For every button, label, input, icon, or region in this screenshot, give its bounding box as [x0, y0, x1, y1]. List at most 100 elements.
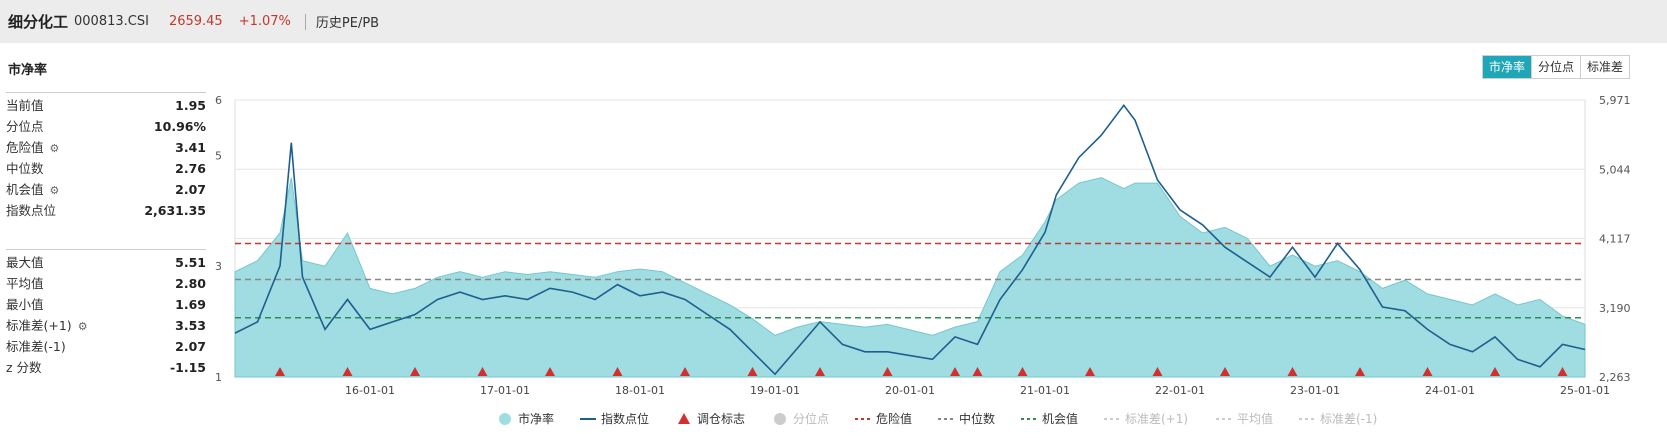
stat-label: 最大值: [6, 255, 44, 270]
index-line: [234, 103, 1586, 376]
stat-value: 2.80: [175, 276, 206, 291]
rebalance-marker: [1017, 367, 1028, 376]
stat-value: 1.95: [175, 98, 206, 113]
stats-top-panel: 当前值 1.95 分位点 10.96% 危险值 ⚙ 3.41 中位数 2.76 机会值 ⚙ 2…: [6, 92, 206, 221]
stat-value: 2.07: [175, 339, 206, 354]
history-pe-pb-link[interactable]: 历史PE/PB: [315, 16, 380, 31]
rebalance-marker: [612, 367, 623, 376]
stat-value: 3.41: [175, 140, 206, 155]
header-bar: 细分化工 000813.CSI 2659.45 +1.07% 历史PE/PB: [0, 0, 1667, 43]
stat-label: 机会值 ⚙: [6, 179, 59, 201]
stat-label: 中位数: [6, 161, 44, 176]
rebalance-marker: [1152, 367, 1163, 376]
rebalance-marker: [545, 367, 555, 376]
rebalance-marker: [680, 367, 690, 376]
x-tick: 21-01-01: [1020, 384, 1070, 397]
rebalance-marker: [1287, 367, 1298, 376]
stat-label: 标准差(+1) ⚙: [6, 315, 88, 337]
tab-pb[interactable]: 市净率: [1483, 56, 1532, 78]
x-tick: 25-01-01: [1560, 384, 1610, 397]
legend-label: 指数点位: [601, 411, 649, 426]
stat-row: 平均值 2.80: [6, 273, 206, 294]
rebalance-marker: [342, 367, 353, 376]
stats-divider: [6, 249, 206, 250]
index-change: +1.07%: [238, 14, 291, 29]
stat-label: 标准差(-1): [6, 339, 66, 354]
tab-stddev[interactable]: 标准差: [1580, 56, 1630, 78]
gear-icon[interactable]: ⚙: [49, 142, 60, 155]
legend-label: 标准差(-1): [1320, 412, 1377, 426]
index-price: 2659.45: [168, 14, 223, 29]
y-tick-left: 6: [215, 94, 222, 107]
tab-percentile[interactable]: 分位点: [1531, 56, 1581, 78]
pb-area: [234, 177, 1586, 378]
stat-value: 2.76: [175, 161, 206, 176]
rebalance-marker: [410, 367, 420, 376]
legend-marker: [678, 413, 690, 424]
legend-label: 中位数: [959, 411, 995, 426]
legend-label: 调仓标志: [697, 412, 745, 426]
index-name: 细分化工: [8, 13, 69, 31]
rebalance-marker: [972, 367, 983, 376]
stat-label-text: 危险值: [6, 140, 44, 155]
legend-marker: [499, 413, 511, 425]
index-code: 000813.CSI: [74, 14, 149, 29]
stat-row: 最大值 5.51: [6, 252, 206, 273]
x-tick: 23-01-01: [1290, 384, 1340, 397]
y-tick-right: 4,117: [1599, 233, 1631, 246]
rebalance-marker: [815, 367, 825, 376]
x-tick: 17-01-01: [480, 384, 530, 397]
stat-value: -1.15: [169, 360, 206, 375]
stat-value: 1.69: [175, 297, 206, 312]
rebalance-marker: [950, 367, 960, 376]
rebalance-marker: [747, 367, 758, 376]
rebalance-marker: [882, 367, 893, 376]
stat-row: 最小值 1.69: [6, 294, 206, 315]
y-tick-left: 3: [215, 260, 222, 273]
legend-label: 分位点: [793, 411, 829, 426]
legend-label: 市净率: [518, 411, 554, 426]
gear-icon[interactable]: ⚙: [49, 184, 60, 197]
legend-label: 机会值: [1042, 411, 1078, 426]
x-tick: 22-01-01: [1155, 384, 1205, 397]
rebalance-marker: [1220, 367, 1230, 376]
stat-value: 2,631.35: [144, 203, 206, 218]
stat-label: 危险值 ⚙: [6, 137, 59, 159]
stat-row: 标准差(+1) ⚙ 3.53: [6, 315, 206, 336]
header-divider: [304, 13, 306, 30]
section-title: 市净率: [8, 63, 48, 78]
stat-label-text: 机会值: [6, 182, 44, 197]
stat-row: 标准差(-1) 2.07: [6, 336, 206, 357]
y-tick-right: 3,190: [1599, 302, 1631, 315]
legend-label: 标准差(+1): [1125, 412, 1188, 426]
y-tick-right: 5,971: [1599, 94, 1631, 107]
stat-label: 指数点位: [6, 203, 57, 218]
stat-row: 当前值 1.95: [6, 95, 206, 116]
rebalance-marker: [477, 367, 488, 376]
legend-marker: [774, 413, 786, 425]
gear-icon[interactable]: ⚙: [77, 320, 88, 333]
stat-row: 指数点位 2,631.35: [6, 200, 206, 221]
stat-label-text: 标准差(+1): [6, 318, 72, 333]
x-tick: 20-01-01: [885, 384, 935, 397]
y-tick-left: 1: [215, 371, 222, 384]
y-tick-right: 2,263: [1599, 371, 1631, 384]
legend-label: 危险值: [876, 411, 912, 426]
rebalance-marker: [1422, 367, 1433, 376]
stat-label: 最小值: [6, 297, 44, 312]
stat-label: 平均值: [6, 276, 44, 291]
stat-label: 当前值: [6, 98, 44, 113]
stats-bottom-panel: 最大值 5.51 平均值 2.80 最小值 1.69 标准差(+1) ⚙ 3.53 标准差…: [6, 249, 206, 378]
stat-row: 机会值 ⚙ 2.07: [6, 179, 206, 200]
x-tick: 24-01-01: [1425, 384, 1475, 397]
rebalance-marker: [1085, 367, 1095, 376]
stat-row: 中位数 2.76: [6, 158, 206, 179]
legend-label: 平均值: [1237, 411, 1273, 426]
rebalance-marker: [1490, 367, 1500, 376]
x-tick: 16-01-01: [345, 384, 395, 397]
rebalance-marker: [275, 367, 285, 376]
stat-row: 分位点 10.96%: [6, 116, 206, 137]
x-tick: 18-01-01: [615, 384, 665, 397]
rebalance-marker: [1557, 367, 1568, 376]
